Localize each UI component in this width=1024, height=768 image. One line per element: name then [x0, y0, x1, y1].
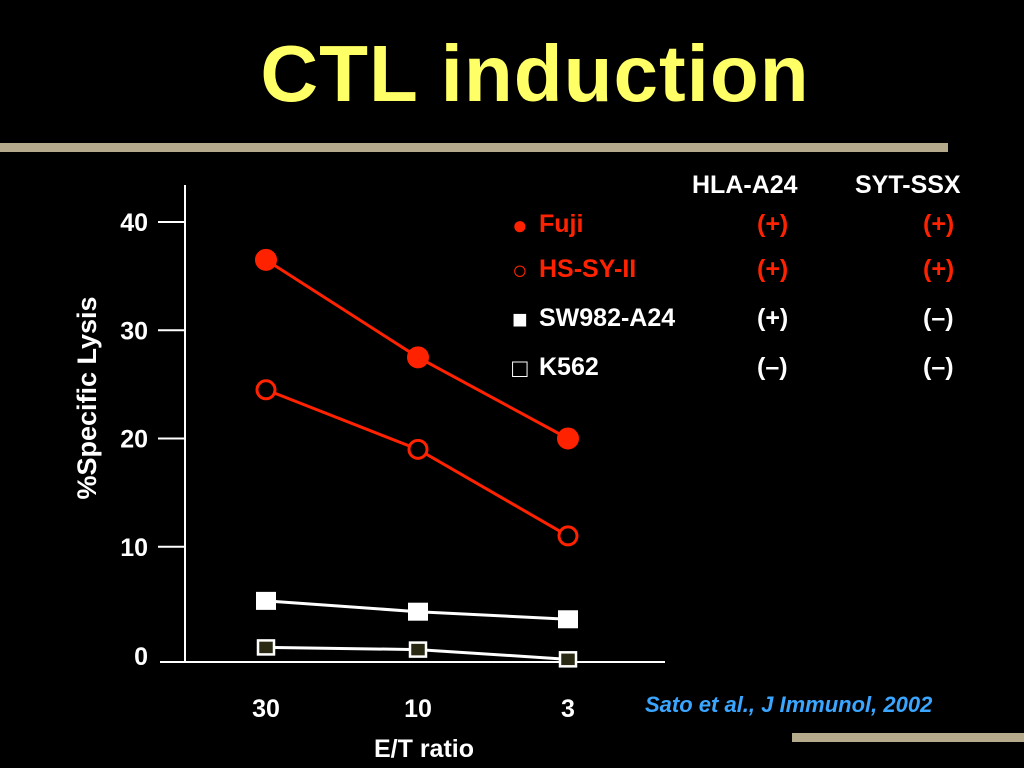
slide-title: CTL induction [260, 29, 810, 118]
citation: Sato et al., J Immunol, 2002 [645, 692, 933, 717]
series-hs-sy-ii [255, 379, 579, 547]
series-fuji [255, 248, 579, 450]
x-tick-label: 10 [404, 695, 432, 723]
data-point [408, 602, 428, 621]
series-k562 [256, 639, 578, 668]
data-point [557, 427, 579, 450]
y-tick-label: 20 [120, 426, 148, 454]
data-point [407, 346, 429, 369]
data-point [256, 639, 276, 656]
data-point [558, 610, 578, 629]
data-point [407, 438, 429, 460]
data-point [256, 591, 276, 610]
x-tick-label: 30 [252, 695, 280, 723]
x-tick-label: 3 [561, 695, 575, 723]
x-axis-title: E/T ratio [374, 735, 474, 763]
series-sw982-a24 [256, 591, 578, 629]
y-tick-label: 40 [120, 209, 148, 237]
y-tick-label: 0 [134, 643, 148, 671]
title-divider [0, 143, 948, 152]
data-point [557, 525, 579, 547]
data-point [408, 641, 428, 658]
footer-divider [792, 733, 1024, 742]
data-point [255, 379, 277, 401]
chart-series [255, 248, 579, 668]
data-point [558, 651, 578, 668]
data-point [255, 248, 277, 271]
chart-axes: 0 10 20 30 40 30 10 3 E/T ratio %Specific Lysis [72, 185, 665, 763]
y-tick-label: 10 [120, 534, 148, 562]
y-tick-label: 30 [120, 317, 148, 345]
y-axis-title: %Specific Lysis [72, 296, 102, 499]
series-line [265, 388, 569, 538]
